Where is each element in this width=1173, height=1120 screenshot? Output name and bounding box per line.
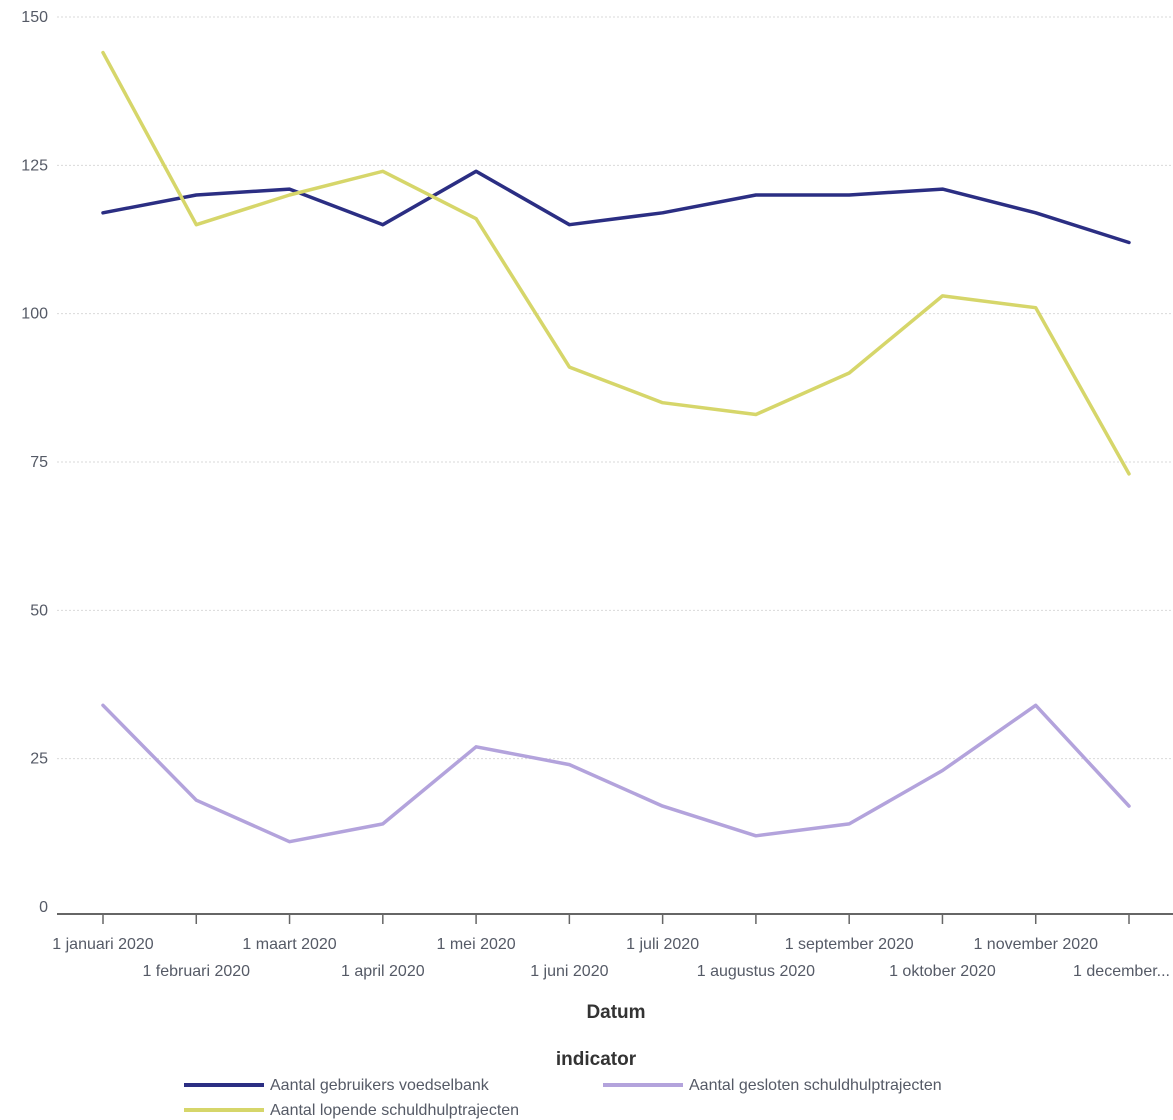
- x-tick-label: 1 mei 2020: [437, 936, 516, 953]
- x-tick-label: 1 maart 2020: [242, 936, 336, 953]
- legend-label: Aantal gebruikers voedselbank: [270, 1077, 490, 1094]
- legend-label: Aantal lopende schuldhulptrajecten: [270, 1102, 519, 1119]
- y-tick-label: 0: [39, 899, 48, 916]
- legend-label: Aantal gesloten schuldhulptrajecten: [689, 1077, 942, 1094]
- y-axis: 0 25 50 75 100 125 150: [21, 9, 48, 916]
- legend-title: indicator: [556, 1049, 637, 1070]
- x-tick-label: 1 november 2020: [973, 936, 1098, 953]
- series-line-2: [101, 703, 1131, 844]
- x-tick-label: 1 oktober 2020: [889, 963, 996, 980]
- y-tick-label: 100: [21, 306, 48, 323]
- x-tick-label: 1 januari 2020: [52, 936, 154, 953]
- x-tick-label: 1 juli 2020: [626, 936, 699, 953]
- series-line-1: [101, 169, 1131, 245]
- y-tick-label: 125: [21, 157, 48, 174]
- series-lines: [101, 50, 1131, 844]
- x-tick-label: 1 april 2020: [341, 963, 425, 980]
- x-axis-title: Datum: [586, 1002, 645, 1023]
- x-axis: 1 januari 2020 1 februari 2020 1 maart 202…: [52, 913, 1173, 980]
- y-tick-label: 50: [30, 602, 48, 619]
- y-tick-label: 150: [21, 9, 48, 26]
- x-tick-label: 1 september 2020: [785, 936, 914, 953]
- legend: indicator Aantal gebruikers voedselbank A…: [184, 1049, 942, 1119]
- x-tick-label: 1 februari 2020: [142, 963, 250, 980]
- y-tick-label: 25: [30, 751, 48, 768]
- x-tick-label: 1 augustus 2020: [697, 963, 815, 980]
- series-line-3: [101, 50, 1131, 476]
- x-tick-label: 1 juni 2020: [530, 963, 608, 980]
- y-tick-label: 75: [30, 454, 48, 471]
- x-tick-label: 1 december...: [1073, 963, 1170, 980]
- gridlines: [57, 16, 1173, 760]
